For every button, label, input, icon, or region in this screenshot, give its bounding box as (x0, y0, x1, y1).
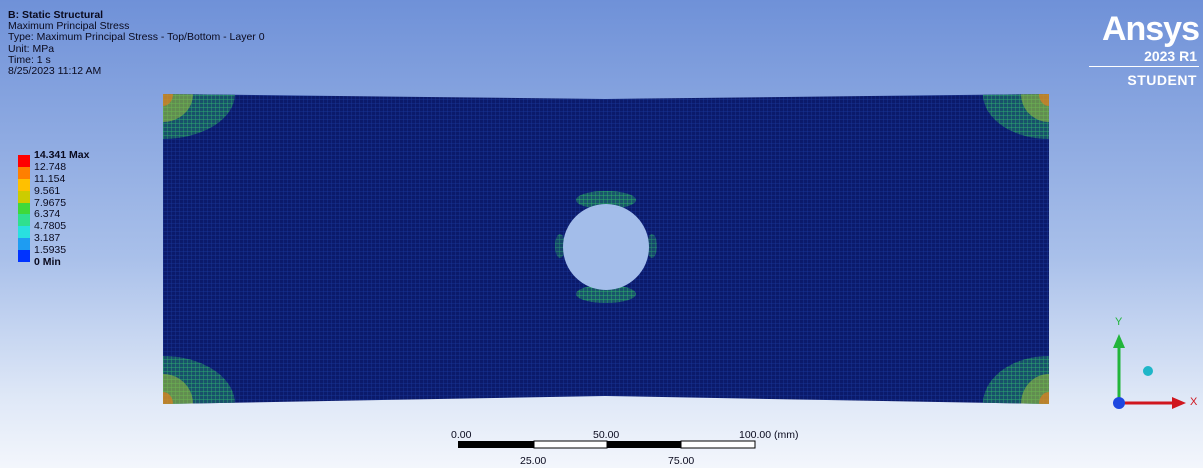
legend-swatch (18, 226, 30, 239)
legend-swatch (18, 250, 30, 263)
z-axis-origin (1113, 397, 1125, 409)
legend-level-label: 11.154 (34, 172, 66, 185)
legend-swatch (18, 238, 30, 251)
legend-level-label: 3.187 (34, 232, 61, 245)
legend-swatch (18, 202, 30, 215)
brand-version: 2023 R1 (1144, 48, 1197, 64)
iso-view-ball[interactable] (1143, 366, 1153, 376)
legend-min-label: 0 Min (34, 256, 61, 268)
stress-band-hole-left (555, 234, 565, 258)
legend-level-label: 4.7805 (34, 220, 67, 233)
stress-band-hole-bottom (576, 285, 636, 303)
result-timestamp: 8/25/2023 11:12 AM (8, 65, 102, 78)
x-axis-arrowhead (1172, 397, 1186, 409)
stress-hotspot-bottom-left (163, 356, 235, 404)
result-time: Time: 1 s (8, 53, 51, 66)
result-info: B: Static Structural Maximum Principal S… (8, 9, 265, 78)
x-axis-label: X (1190, 396, 1198, 408)
legend-level-label: 9.561 (34, 184, 61, 197)
legend-swatch (18, 178, 30, 191)
stress-hotspot-bottom-right (983, 356, 1049, 404)
legend-level-label: 12.748 (34, 160, 67, 173)
brand-name: Ansys (1101, 10, 1200, 48)
legend-swatch (18, 190, 30, 203)
brand-edition: STUDENT (1127, 72, 1197, 88)
legend-level-label: 6.374 (34, 208, 61, 221)
y-axis-arrowhead (1113, 334, 1125, 348)
stress-band-hole-right (647, 234, 657, 258)
legend-level-label: 7.9675 (34, 196, 67, 209)
stress-band-hole-top (576, 191, 636, 209)
coordinate-triad[interactable]: Y X (1100, 310, 1203, 420)
center-hole (563, 204, 649, 290)
result-type: Type: Maximum Principal Stress - Top/Bot… (8, 31, 265, 44)
legend-max-label: 14.341 Max (34, 149, 90, 161)
result-name: Maximum Principal Stress (8, 20, 130, 33)
legend-swatch (18, 155, 30, 167)
analysis-title: B: Static Structural (8, 9, 104, 21)
legend-swatch (18, 166, 30, 179)
result-unit: Unit: MPa (8, 42, 55, 55)
y-axis-label: Y (1115, 316, 1123, 328)
brand-divider (1089, 66, 1199, 67)
stress-hotspot-top-right (983, 94, 1049, 139)
ansys-logo: Ansys 2023 R1 STUDENT (1089, 10, 1200, 88)
legend-swatch (18, 214, 30, 227)
legend-level-label: 1.5935 (34, 244, 67, 257)
stress-hotspot-top-left (163, 94, 235, 139)
